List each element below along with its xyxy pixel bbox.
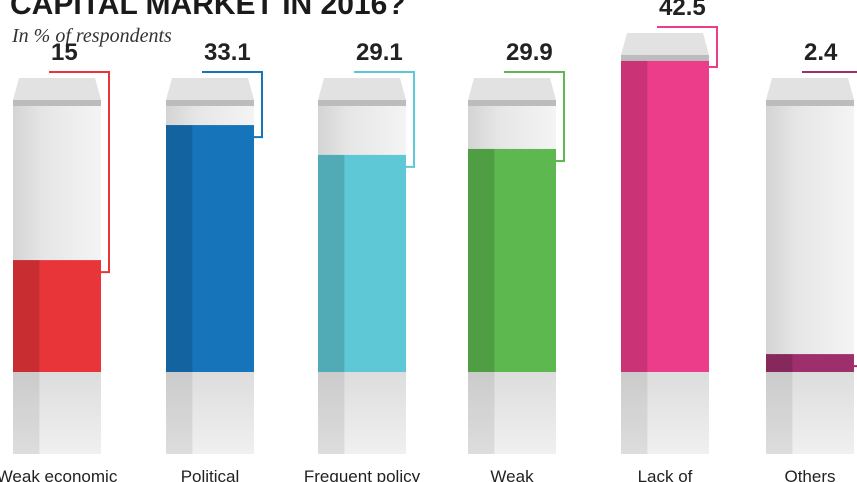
bar-shade xyxy=(468,148,495,372)
pedestal xyxy=(166,368,254,454)
bracket xyxy=(802,71,857,368)
bar-shade xyxy=(621,54,648,372)
value-label: 29.1 xyxy=(356,39,403,66)
column-body xyxy=(766,100,854,372)
pedestal xyxy=(318,368,406,454)
column-cap xyxy=(166,78,254,100)
pedestal-shade xyxy=(318,368,345,454)
pedestal xyxy=(621,368,709,454)
bracket xyxy=(354,71,415,168)
bar-shade xyxy=(766,354,793,372)
column-cap-front xyxy=(13,100,101,106)
pedestal-shade xyxy=(621,368,648,454)
value-label: 29.9 xyxy=(506,39,553,66)
column-cap-front xyxy=(621,54,709,61)
pedestal xyxy=(13,368,101,454)
category-label: Weak xyxy=(490,467,534,482)
column-cap xyxy=(318,78,406,100)
column-cap xyxy=(621,32,709,55)
chart-title: CAPITAL MARKET IN 2016? xyxy=(10,0,406,21)
value-label: 15 xyxy=(51,39,78,66)
column-cap xyxy=(13,78,101,100)
pedestal-shade xyxy=(166,368,193,454)
bracket xyxy=(202,71,263,139)
category-label: Others xyxy=(784,467,835,482)
pedestal-shade xyxy=(766,368,793,454)
value-label: 33.1 xyxy=(204,39,251,66)
category-label: Lack of xyxy=(638,467,693,482)
pedestal xyxy=(468,368,556,454)
category-label: Political xyxy=(181,467,240,482)
bar xyxy=(166,125,254,372)
column-cap-front xyxy=(766,100,854,106)
bar-shade xyxy=(318,154,345,372)
value-label: 2.4 xyxy=(804,39,838,66)
category-label: Weak economic xyxy=(0,467,118,482)
category-label: Frequent policy xyxy=(304,467,421,482)
value-label: 42.5 xyxy=(659,0,706,21)
bracket xyxy=(504,71,565,162)
bar xyxy=(13,260,101,372)
column-cap xyxy=(468,78,556,100)
column-cap-front xyxy=(166,100,254,106)
bar-shade xyxy=(13,260,40,372)
pedestal-shade xyxy=(13,368,40,454)
bar xyxy=(621,54,709,372)
bar xyxy=(766,354,854,372)
column-cap xyxy=(766,78,854,100)
bracket xyxy=(49,71,110,274)
bar xyxy=(468,148,556,372)
bracket xyxy=(657,25,718,68)
bar-shade xyxy=(166,125,193,372)
bar xyxy=(318,154,406,372)
column-cap-front xyxy=(318,100,406,106)
chart-subtitle: In % of respondents xyxy=(11,25,172,47)
pedestal-shade xyxy=(468,368,495,454)
column-cap-front xyxy=(468,100,556,106)
pedestal xyxy=(766,368,854,454)
